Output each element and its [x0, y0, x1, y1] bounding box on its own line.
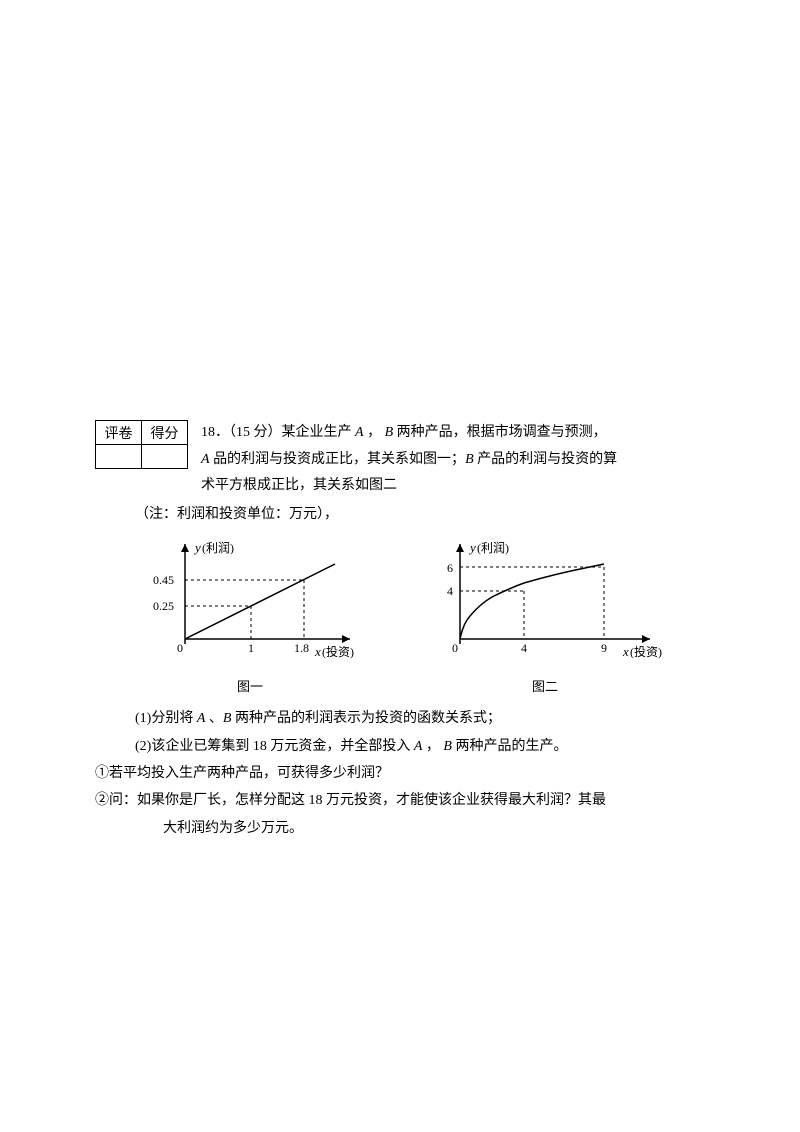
- chart1-block: y (利润) 0.45 0.25 0 1 1.8 x (投资) 图一: [135, 534, 365, 695]
- chart1-ylabel-cn: (利润): [202, 541, 234, 555]
- intro-line3: 术平方根成正比，其关系如图二: [201, 478, 397, 493]
- subq-2b: ②问：如果你是厂长，怎样分配这 18 万元投资，才能使该企业获得最大利润？其最: [95, 787, 695, 814]
- grader-col-header: 评卷: [96, 421, 142, 445]
- subq-2b-cont: 大利润约为多少万元。: [135, 815, 695, 842]
- chart1-ytick1: 0.45: [153, 573, 174, 587]
- sub-questions: (1)分别将 A 、B 两种产品的利润表示为投资的函数关系式； (2)该企业已筹…: [135, 705, 695, 841]
- chart1-xtick2: 1.8: [294, 641, 309, 655]
- grader-score-table: 评卷 得分: [95, 420, 188, 469]
- question-note: （注：利润和投资单位：万元），: [135, 502, 695, 529]
- intro-line1: 某企业生产 A ， B 两种产品，根据市场调查与预测，: [282, 425, 607, 440]
- subq-2a: ①若平均投入生产两种产品，可获得多少利润？: [95, 760, 695, 787]
- chart2-caption: 图二: [532, 676, 558, 695]
- chart2-xtick1: 4: [521, 641, 527, 655]
- chart1-svg: y (利润) 0.45 0.25 0 1 1.8 x (投资): [135, 534, 365, 664]
- chart1-xlabel-cn: (投资): [322, 644, 354, 659]
- chart2-ylabel: y: [468, 540, 476, 555]
- chart1-xtick1: 1: [248, 641, 254, 655]
- chart2-origin: 0: [452, 641, 458, 655]
- chart1-ylabel: y: [193, 540, 201, 555]
- chart2-xlabel: x: [622, 644, 629, 659]
- chart1-origin: 0: [177, 641, 183, 655]
- score-cell: [142, 445, 188, 469]
- chart1-xlabel: x: [314, 644, 321, 659]
- chart2-svg: y (利润) 6 4 0 4 9 x (投资): [425, 534, 665, 664]
- subq-2: (2)该企业已筹集到 18 万元资金，并全部投入 A ， B 两种产品的生产。: [135, 733, 695, 760]
- intro-line2: A 品的利润与投资成正比，其关系如图一；B 产品的利润与投资的算: [201, 452, 617, 467]
- chart2-ytick2: 4: [447, 584, 453, 598]
- chart2-xlabel-cn: (投资): [630, 644, 662, 659]
- subq-1: (1)分别将 A 、B 两种产品的利润表示为投资的函数关系式；: [135, 705, 695, 732]
- grader-cell: [96, 445, 142, 469]
- question-intro: 18．（15 分）某企业生产 A ， B 两种产品，根据市场调查与预测， A 品…: [201, 420, 695, 500]
- score-col-header: 得分: [142, 421, 188, 445]
- chart2-block: y (利润) 6 4 0 4 9 x (投资) 图二: [425, 534, 665, 695]
- chart2-xtick2: 9: [601, 641, 607, 655]
- chart2-ytick1: 6: [447, 561, 453, 575]
- chart2-ylabel-cn: (利润): [477, 541, 509, 555]
- chart1-caption: 图一: [237, 676, 263, 695]
- question-points: （15 分）: [229, 425, 282, 440]
- chart1-ytick2: 0.25: [153, 599, 174, 613]
- question-number: 18．: [201, 425, 229, 440]
